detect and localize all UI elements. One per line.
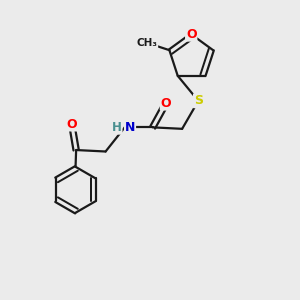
Text: N: N	[125, 121, 135, 134]
Text: O: O	[160, 97, 171, 110]
Text: H: H	[112, 121, 122, 134]
Text: S: S	[194, 94, 203, 107]
Text: O: O	[186, 28, 196, 41]
Text: CH₃: CH₃	[136, 38, 158, 48]
Text: O: O	[66, 118, 77, 130]
